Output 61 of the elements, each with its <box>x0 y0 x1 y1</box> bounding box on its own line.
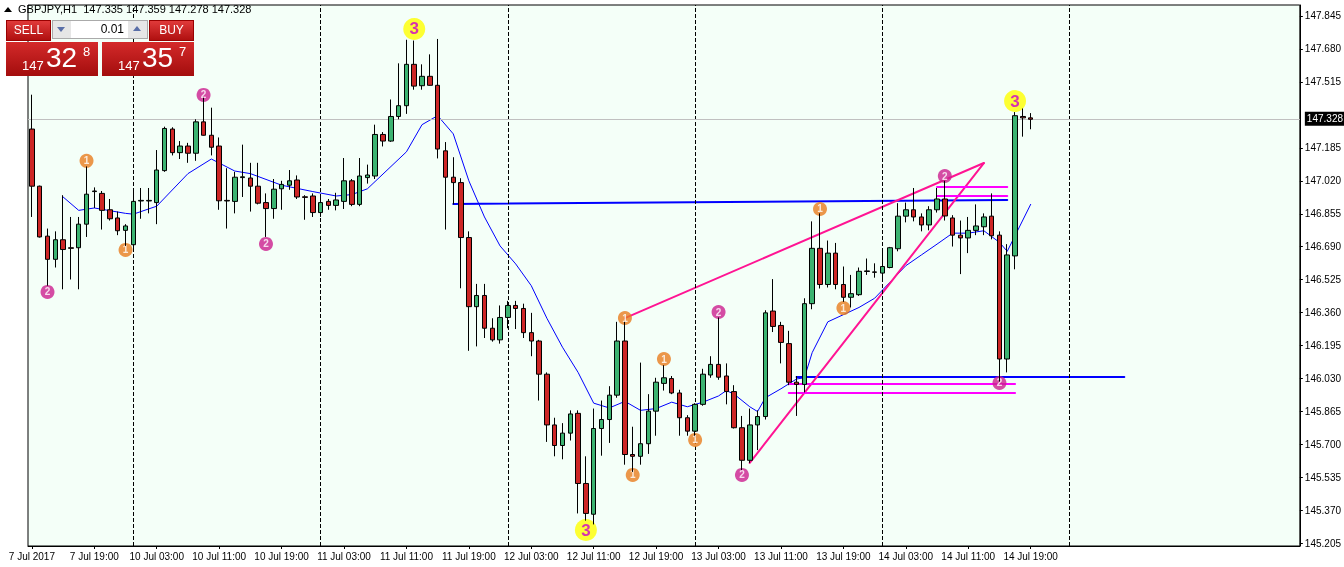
x-tick-label: 11 Jul 11:00 <box>379 550 434 562</box>
x-tick-label: 12 Jul 11:00 <box>566 550 622 562</box>
annotation: 147 <box>22 58 44 73</box>
x-tick-label: 10 Jul 03:00 <box>129 550 185 562</box>
text: 1 <box>692 434 698 446</box>
text: 3 <box>1010 91 1020 111</box>
series-label: 1 <box>122 244 129 256</box>
sell-button: SELL <box>6 20 51 41</box>
text: 2 <box>942 170 948 182</box>
x-tick-label: 7 Jul 19:00 <box>69 550 120 562</box>
y-tick-label: 146.030 <box>1304 373 1342 385</box>
x-tick-label: 11 Jul 19:00 <box>441 550 497 562</box>
y-tick-label: 145.205 <box>1304 537 1342 549</box>
x-tick-label: 13 Jul 19:00 <box>816 550 872 562</box>
annotation: 32 <box>46 42 78 74</box>
y-tick-label: 146.525 <box>1304 274 1342 286</box>
y-tick-label: 145.700 <box>1304 439 1342 451</box>
text: 3 <box>581 520 591 540</box>
x-tick-label: 10 Jul 19:00 <box>254 550 310 562</box>
text: 2 <box>715 306 722 318</box>
text: 2 <box>996 377 1003 389</box>
y-tick-label: 146.855 <box>1304 208 1342 220</box>
annotation: 7 <box>179 44 187 59</box>
x-tick-label: 14 Jul 19:00 <box>1003 550 1059 562</box>
x-tick-label: 12 Jul 03:00 <box>504 550 559 562</box>
x-tick-label: 14 Jul 11:00 <box>941 550 996 562</box>
y-tick-label: 147.845 <box>1304 10 1342 22</box>
x-tick-label: 7 Jul 2017 <box>8 550 56 562</box>
y-tick-label: 145.370 <box>1304 504 1342 516</box>
x-tick-label: 14 Jul 03:00 <box>878 550 934 562</box>
x-tick-label: 11 Jul 03:00 <box>317 550 372 562</box>
series-label: 2 <box>263 238 270 250</box>
annotation: 35 <box>142 42 174 74</box>
y-tick-label: 146.195 <box>1304 340 1342 352</box>
x-tick-label: 13 Jul 11:00 <box>754 550 809 562</box>
annotation: 8 <box>83 44 91 59</box>
y-tick-label: 146.690 <box>1304 241 1342 253</box>
buy-button: BUY <box>149 20 194 41</box>
y-tick-label: 145.535 <box>1304 471 1342 483</box>
y-tick-label: 147.515 <box>1304 76 1342 88</box>
y-tick-label: 147.185 <box>1304 142 1342 154</box>
text: 1 <box>840 302 847 314</box>
text: 2 <box>200 89 207 101</box>
y-tick-label: 147.020 <box>1304 175 1342 187</box>
y-tick-label: 146.360 <box>1304 307 1342 319</box>
annotation: 147 <box>118 58 140 73</box>
x-tick-label: 10 Jul 11:00 <box>192 550 247 562</box>
text: 2 <box>44 286 51 298</box>
ref-line-label: 147.328 <box>1306 113 1344 125</box>
x-tick-label: 12 Jul 19:00 <box>628 550 684 562</box>
annotation: 0.01 <box>71 21 128 38</box>
y-tick-label: 147.680 <box>1304 43 1342 55</box>
text: 1 <box>622 312 628 324</box>
y-tick-label: 145.865 <box>1304 406 1342 418</box>
text: 2 <box>739 469 745 481</box>
text: 1 <box>83 155 90 167</box>
chart-title: GBPJPY,H1 147.335 147.359 147.278 147.328 <box>18 3 252 15</box>
text: 1 <box>817 203 823 215</box>
series-label: 3 <box>409 19 419 39</box>
x-tick-label: 13 Jul 03:00 <box>691 550 747 562</box>
text: 1 <box>661 353 667 365</box>
